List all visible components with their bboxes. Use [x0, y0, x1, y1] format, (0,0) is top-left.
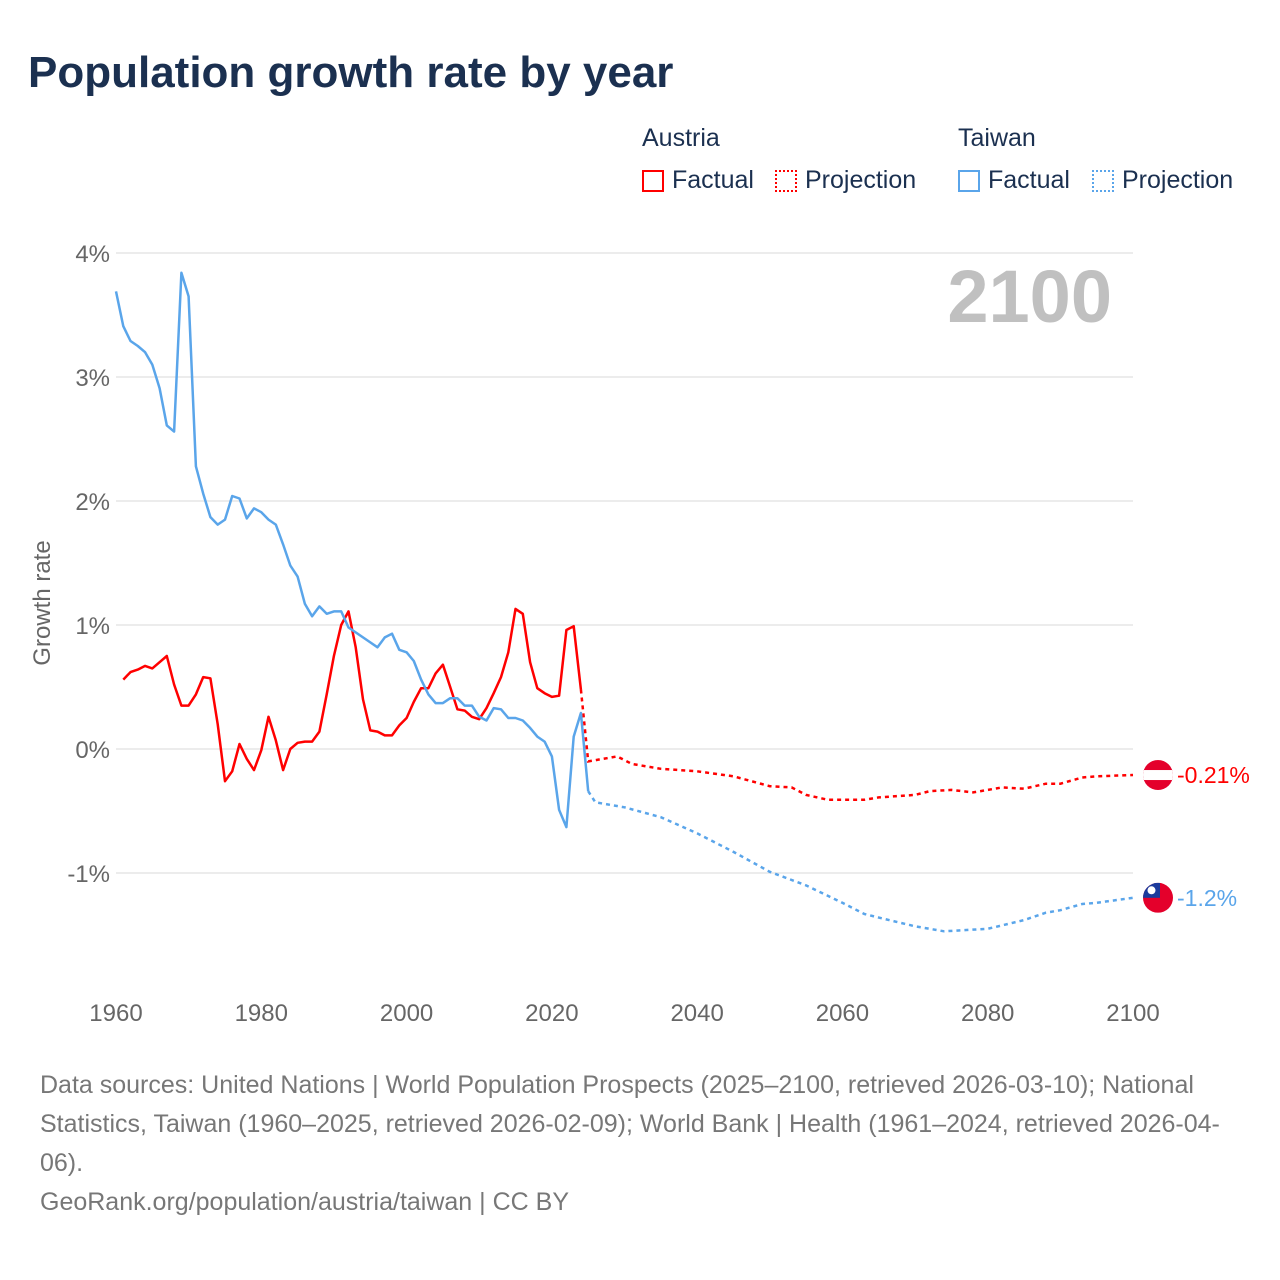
legend-group-austria: Austria	[642, 124, 720, 152]
legend-austria-projection[interactable]: Projection	[775, 166, 916, 195]
taiwan-projection-line	[587, 790, 1134, 933]
data-sources: Data sources: United Nations | World Pop…	[40, 1071, 1220, 1177]
swatch-dotted	[1092, 169, 1114, 192]
legend-taiwan-factual[interactable]: Factual	[958, 166, 1070, 195]
x-tick-label: 2080	[961, 1000, 1014, 1027]
x-tick-label: 1980	[235, 1000, 288, 1027]
austria-end-label: -0.21%	[1177, 762, 1250, 788]
legend-label: Factual	[988, 166, 1070, 194]
legend-label: Projection	[1122, 166, 1234, 194]
x-tick-label: 2100	[1106, 1000, 1159, 1027]
taiwan-flag-icon	[1143, 882, 1173, 913]
y-tick-label: 4%	[75, 241, 110, 268]
y-tick-label: 3%	[75, 365, 110, 392]
y-tick-label: 2%	[75, 489, 110, 516]
x-tick-label: 1960	[89, 1000, 142, 1027]
flag-body	[1143, 882, 1173, 913]
taiwan-factual-line	[114, 271, 590, 829]
legend-label: Factual	[672, 166, 754, 194]
legend-taiwan-projection[interactable]: Projection	[1092, 166, 1233, 195]
austria-flag-icon	[1143, 760, 1173, 791]
y-tick-label: 1%	[75, 613, 110, 640]
chart-area: 4% 3% 2% 1% 0% -1% 1960 1980 2000 2020 2040 2060 208…	[29, 241, 1250, 1027]
austria-projection-line	[579, 689, 1134, 802]
swatch-solid	[642, 169, 664, 192]
y-axis-label: Growth rate	[29, 540, 56, 665]
flag-sun	[1147, 886, 1156, 895]
x-tick-label: 2040	[670, 1000, 723, 1027]
x-tick-label: 2000	[380, 1000, 433, 1027]
y-tick-label: 0%	[75, 737, 110, 764]
legend-austria-factual[interactable]: Factual	[642, 166, 754, 195]
x-tick-label: 2060	[816, 1000, 869, 1027]
x-tick-label: 2020	[525, 1000, 578, 1027]
swatch-solid	[958, 169, 980, 192]
austria-factual-line	[122, 607, 583, 783]
footer: Data sources: United Nations | World Pop…	[40, 1066, 1250, 1222]
chart-title: Population growth rate by year	[28, 48, 674, 97]
legend-label: Projection	[805, 166, 917, 194]
credit-link[interactable]: GeoRank.org/population/austria/taiwan | …	[40, 1188, 570, 1216]
year-display: 2100	[947, 255, 1112, 338]
taiwan-end-label: -1.2%	[1177, 885, 1237, 911]
swatch-dotted	[775, 169, 797, 192]
flag-body	[1143, 760, 1173, 791]
y-tick-label: -1%	[67, 861, 110, 888]
flag-white-band	[1143, 770, 1173, 781]
legend-group-taiwan: Taiwan	[958, 124, 1036, 152]
